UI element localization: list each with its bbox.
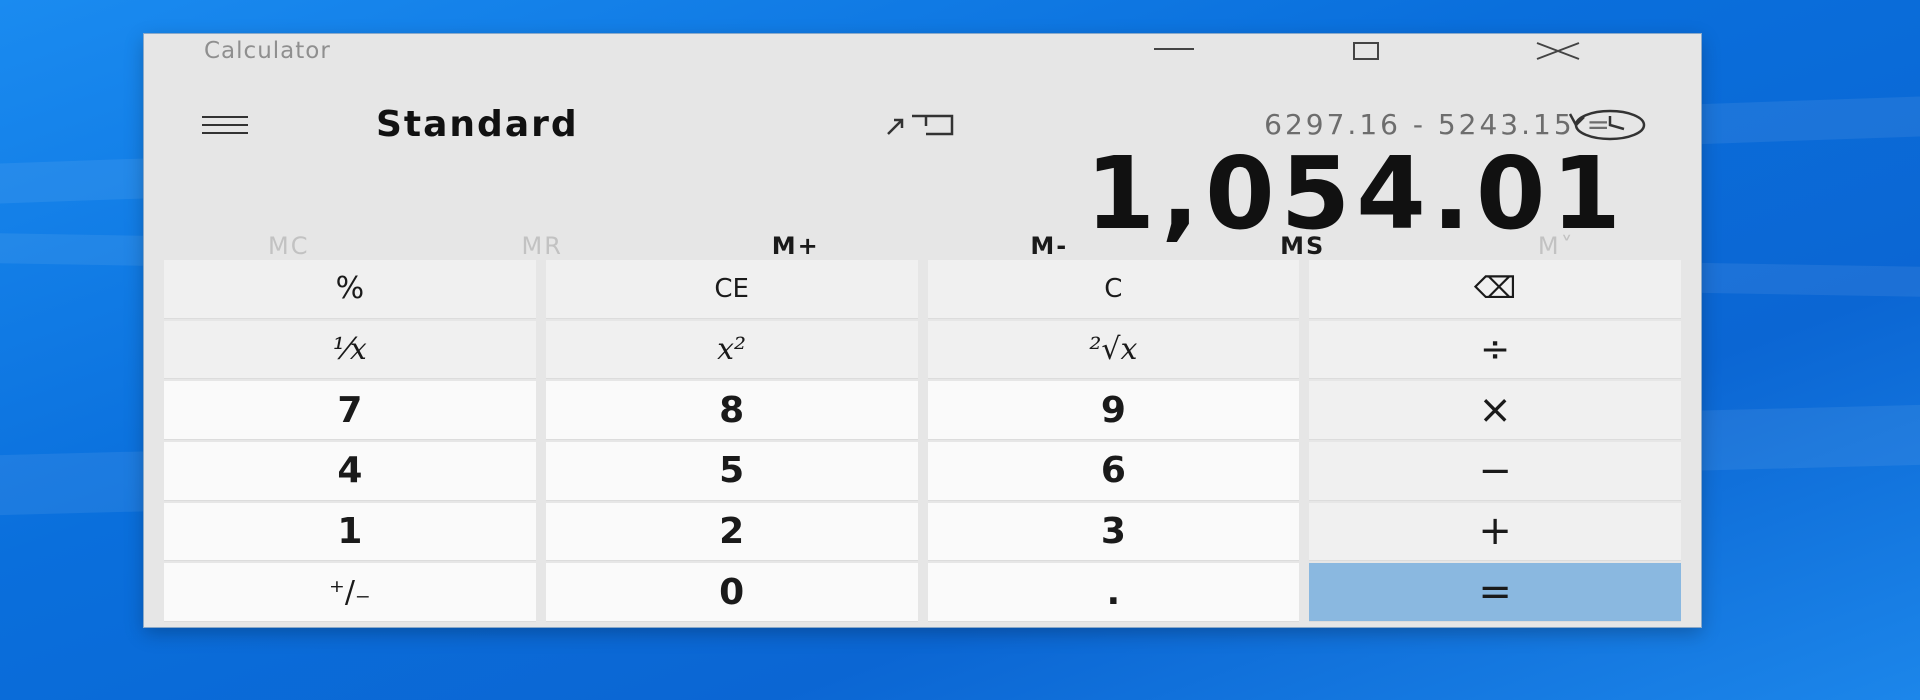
memory-recall-button[interactable]: MR: [521, 232, 563, 260]
digit-0-button[interactable]: 0: [545, 563, 918, 622]
digit-9-button[interactable]: 9: [927, 381, 1300, 440]
digit-3-button[interactable]: 3: [927, 502, 1300, 562]
digit-6-button[interactable]: 6: [927, 442, 1300, 501]
clear-button[interactable]: C: [927, 260, 1300, 319]
digit-2-button[interactable]: 2: [545, 502, 918, 562]
keep-on-top-button[interactable]: [884, 110, 958, 140]
memory-store-button[interactable]: MS: [1280, 232, 1326, 260]
app-title: Calculator: [204, 38, 331, 64]
decimal-button[interactable]: .: [927, 563, 1300, 622]
digit-4-button[interactable]: 4: [164, 442, 536, 501]
percent-button[interactable]: %: [164, 260, 536, 319]
digit-8-button[interactable]: 8: [545, 381, 918, 440]
equals-button[interactable]: =: [1309, 563, 1681, 622]
digit-7-button[interactable]: 7: [164, 381, 536, 440]
reciprocal-button[interactable]: ⅟x: [164, 320, 536, 380]
memory-clear-button[interactable]: MC: [268, 232, 310, 260]
memory-add-button[interactable]: M+: [771, 232, 820, 260]
multiply-button[interactable]: ×: [1309, 381, 1681, 440]
keep-on-top-icon: [887, 114, 954, 136]
equals-label: =: [1478, 569, 1512, 616]
calculator-window: Calculator Standard: [144, 34, 1701, 627]
maximize-icon: [1353, 42, 1379, 60]
square-root-button[interactable]: ²√x: [927, 320, 1300, 380]
divide-button[interactable]: ÷: [1309, 320, 1681, 380]
keypad: % CE C ⌫ ⅟x x² ²√x ÷ 7 8 9 × 4 5 6 − 1 2…: [164, 260, 1681, 622]
backspace-button[interactable]: ⌫: [1309, 260, 1681, 319]
expression-display: 6297.16 - 5243.15 =: [1264, 108, 1613, 141]
history-icon: [1568, 109, 1646, 141]
memory-list-button[interactable]: M˅: [1537, 232, 1575, 260]
maximize-button[interactable]: [1336, 34, 1396, 68]
negate-button[interactable]: ⁺/₋: [164, 563, 536, 622]
clear-entry-button[interactable]: CE: [545, 260, 918, 319]
title-bar[interactable]: Calculator: [144, 34, 1701, 68]
minimize-button[interactable]: [1144, 34, 1204, 68]
square-button[interactable]: x²: [545, 320, 918, 380]
minimize-icon: [1154, 48, 1194, 50]
mode-title: Standard: [376, 104, 579, 145]
add-button[interactable]: +: [1309, 502, 1681, 562]
digit-5-button[interactable]: 5: [545, 442, 918, 501]
memory-subtract-button[interactable]: M-: [1030, 232, 1069, 260]
subtract-button[interactable]: −: [1309, 442, 1681, 501]
digit-1-button[interactable]: 1: [164, 502, 536, 562]
history-button[interactable]: [1568, 108, 1648, 142]
hamburger-menu-icon[interactable]: [202, 116, 248, 134]
close-button[interactable]: [1528, 34, 1588, 68]
calculator-header: Standard: [144, 96, 1701, 152]
result-display: 1,054.01: [1085, 135, 1627, 252]
close-icon: [1536, 42, 1580, 60]
memory-row: MC MR M+ M- MS M˅: [162, 224, 1683, 268]
